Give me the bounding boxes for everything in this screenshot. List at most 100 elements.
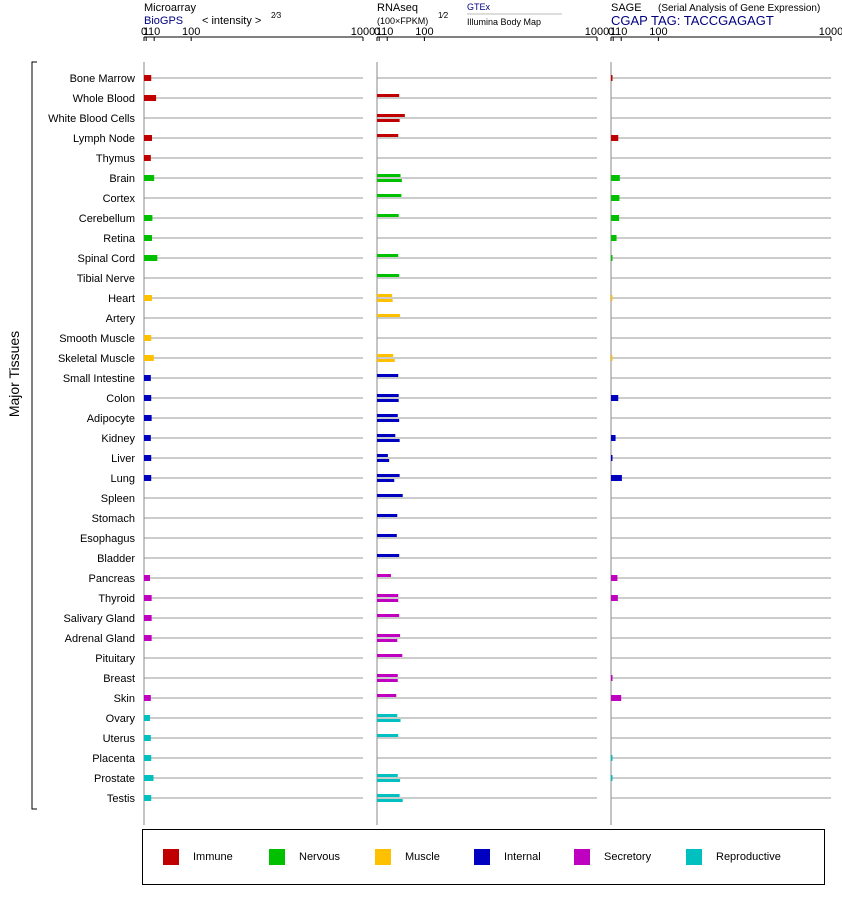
bar-rnaseq-12-0 — [377, 314, 401, 317]
category-label-6: Cortex — [103, 193, 136, 205]
bar-rnaseq-33-0 — [377, 734, 399, 737]
category-label-30: Breast — [103, 673, 135, 685]
legend-label-nervous: Nervous — [299, 851, 340, 863]
bar-rnaseq-26-0 — [377, 594, 399, 597]
category-label-28: Adrenal Gland — [65, 633, 135, 645]
legend-swatch-nervous — [269, 849, 285, 865]
bar-microarray-33 — [144, 735, 151, 741]
bar-sage-9 — [611, 255, 613, 261]
panel-subtitle-sage: CGAP TAG: TACCGAGAGT — [611, 13, 774, 28]
bar-rnaseq-20-0 — [377, 474, 400, 477]
bar-sage-0 — [611, 75, 613, 81]
category-label-22: Stomach — [92, 513, 135, 525]
bar-microarray-13 — [144, 335, 152, 341]
bar-rnaseq-28-1 — [377, 639, 398, 642]
legend-swatch-immune — [163, 849, 179, 865]
legend-item-immune: Immune — [163, 849, 233, 865]
bar-microarray-18 — [144, 435, 151, 441]
bar-rnaseq-30-1 — [377, 679, 398, 682]
bar-rnaseq-18-1 — [377, 439, 400, 442]
x-tick-label-rnaseq-1: 1 — [376, 26, 382, 38]
category-label-9: Spinal Cord — [78, 253, 135, 265]
bar-rnaseq-32-0 — [377, 714, 398, 717]
category-label-26: Thyroid — [98, 593, 135, 605]
legend: Immune Nervous Muscle Internal Secretory… — [142, 829, 825, 885]
legend-swatch-internal — [474, 849, 490, 865]
category-label-34: Placenta — [92, 753, 136, 765]
bar-rnaseq-16-0 — [377, 394, 399, 397]
x-tick-label-microarray-1000: 1000 — [351, 26, 375, 38]
category-label-5: Brain — [109, 173, 135, 185]
bar-sage-31 — [611, 695, 622, 701]
bar-rnaseq-14-1 — [377, 359, 395, 362]
bar-rnaseq-15-0 — [377, 374, 399, 377]
panel-subtitle-microarray: BioGPS — [144, 15, 183, 27]
legend-label-immune: Immune — [193, 851, 233, 863]
bar-rnaseq-11-0 — [377, 294, 393, 297]
bar-rnaseq-20-1 — [377, 479, 395, 482]
bar-rnaseq-27-0 — [377, 614, 400, 617]
bar-microarray-0 — [144, 75, 152, 81]
x-tick-label-rnaseq-10: 10 — [381, 26, 393, 38]
legend-label-internal: Internal — [504, 851, 541, 863]
bar-rnaseq-26-1 — [377, 599, 399, 602]
bar-microarray-14 — [144, 355, 154, 361]
legend-swatch-muscle — [375, 849, 391, 865]
category-label-12: Artery — [106, 313, 136, 325]
bar-rnaseq-30-0 — [377, 674, 398, 677]
bar-rnaseq-2-1 — [377, 119, 400, 122]
bar-rnaseq-32-1 — [377, 719, 401, 722]
bar-sage-26 — [611, 595, 618, 601]
bar-rnaseq-14-0 — [377, 354, 394, 357]
bar-microarray-16 — [144, 395, 152, 401]
bar-sage-25 — [611, 575, 618, 581]
bar-microarray-26 — [144, 595, 152, 601]
bar-microarray-28 — [144, 635, 152, 641]
bar-rnaseq-36-1 — [377, 799, 403, 802]
x-tick-label-sage-1000: 1000 — [819, 26, 842, 38]
bar-microarray-27 — [144, 615, 152, 621]
legend-swatch-reproductive — [686, 849, 702, 865]
bar-rnaseq-11-1 — [377, 299, 393, 302]
bar-rnaseq-9-0 — [377, 254, 399, 257]
bar-microarray-36 — [144, 795, 152, 801]
bar-microarray-17 — [144, 415, 152, 421]
category-label-35: Prostate — [94, 773, 135, 785]
bar-rnaseq-17-0 — [377, 414, 398, 417]
bar-microarray-11 — [144, 295, 153, 301]
category-label-1: Whole Blood — [73, 93, 135, 105]
category-label-8: Retina — [103, 233, 136, 245]
category-label-13: Smooth Muscle — [59, 333, 135, 345]
bar-rnaseq-1-0 — [377, 94, 400, 97]
x-tick-label-microarray-10: 10 — [148, 26, 160, 38]
x-tick-label-microarray-0: 0 — [141, 26, 147, 38]
bar-rnaseq-25-0 — [377, 574, 391, 577]
bar-sage-30 — [611, 675, 613, 681]
bar-rnaseq-23-0 — [377, 534, 397, 537]
bar-microarray-34 — [144, 755, 152, 761]
x-tick-label-microarray-1: 1 — [143, 26, 149, 38]
bar-microarray-9 — [144, 255, 158, 261]
bar-rnaseq-17-1 — [377, 419, 400, 422]
category-label-24: Bladder — [97, 553, 135, 565]
category-label-36: Testis — [107, 793, 136, 805]
bar-microarray-20 — [144, 475, 152, 481]
panel-unit-exp-microarray: 2⁄3 — [271, 11, 282, 20]
legend-item-reproductive: Reproductive — [686, 849, 781, 865]
legend-item-nervous: Nervous — [269, 849, 340, 865]
bar-microarray-1 — [144, 95, 157, 101]
category-label-11: Heart — [108, 293, 135, 305]
category-label-32: Ovary — [106, 713, 136, 725]
bar-microarray-35 — [144, 775, 154, 781]
category-label-19: Liver — [111, 453, 135, 465]
category-label-21: Spleen — [101, 493, 135, 505]
bar-sage-8 — [611, 235, 617, 241]
legend-item-secretory: Secretory — [574, 849, 651, 865]
bar-rnaseq-28-0 — [377, 634, 401, 637]
category-label-23: Esophagus — [80, 533, 136, 545]
bar-microarray-19 — [144, 455, 152, 461]
legend-label-reproductive: Reproductive — [716, 851, 781, 863]
bar-microarray-15 — [144, 375, 151, 381]
bar-sage-6 — [611, 195, 620, 201]
